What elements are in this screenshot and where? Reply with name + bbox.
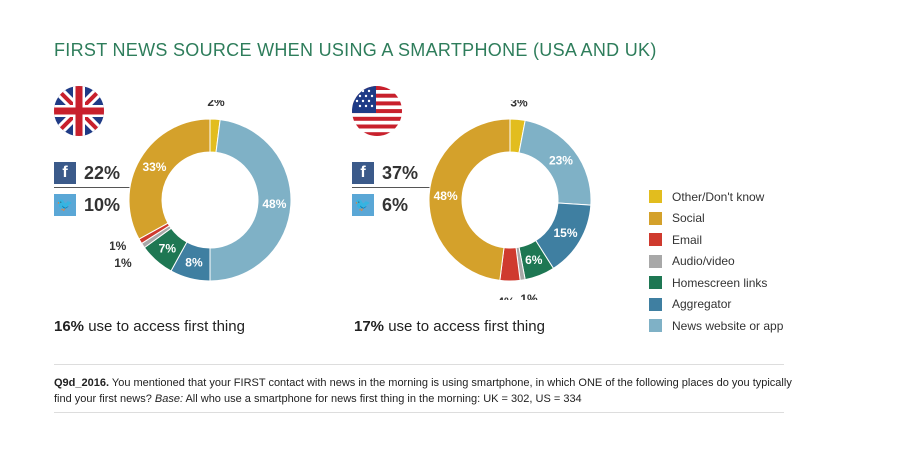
legend-item: Other/Don't know (649, 186, 783, 208)
twitter-icon: 🐦 (352, 194, 374, 216)
uk-donut-chart: 2% 48% 8% 7% 1% 1% 33% (110, 100, 292, 282)
legend-item: Social (649, 208, 783, 230)
uk-label-aggregator: 8% (185, 255, 203, 269)
us-facebook-row: f 37% (352, 162, 418, 184)
us-separator (352, 187, 452, 188)
us-label-aggregator: 15% (554, 226, 578, 240)
us-label-audio-video: 1% (520, 292, 538, 300)
legend-item: Aggregator (649, 294, 783, 316)
us-twitter-row: 🐦 6% (352, 194, 408, 216)
us-facebook-value: 37% (382, 162, 419, 183)
us-flag-icon (352, 86, 402, 136)
footnote: Q9d_2016. You mentioned that your FIRST … (54, 375, 794, 407)
legend-item: Homescreen links (649, 272, 783, 294)
facebook-icon: f (54, 162, 76, 184)
legend-label: Other/Don't know (672, 189, 765, 204)
footnote-question: You mentioned that your FIRST contact wi… (54, 377, 792, 405)
us-access-label: use to access first thing (388, 318, 545, 335)
us-twitter-value: 6% (382, 194, 409, 215)
chart-title: FIRST NEWS SOURCE WHEN USING A SMARTPHON… (54, 40, 657, 60)
legend-label: Email (672, 232, 703, 247)
uk-label-email: 1% (110, 239, 127, 253)
us-access-pct: 17% (354, 318, 385, 335)
legend-label: News website or app (672, 318, 784, 333)
legend-item: Email (649, 229, 783, 251)
legend-swatch (649, 211, 662, 225)
legend-label: Aggregator (672, 297, 732, 312)
uk-access-label: use to access first thing (88, 318, 245, 335)
uk-label-other-don-t-know: 2% (207, 100, 225, 109)
uk-facebook-value: 22% (84, 162, 121, 183)
uk-twitter-value: 10% (84, 194, 121, 215)
footnote-base-label: Base: (154, 393, 184, 405)
uk-separator (54, 187, 154, 188)
uk-label-social: 33% (142, 160, 166, 174)
legend-label: Homescreen links (672, 275, 768, 290)
uk-slice-social (128, 118, 211, 240)
footnote-base-text: All who use a smartphone for news first … (183, 393, 582, 405)
legend-swatch (649, 190, 662, 204)
us-label-homescreen-links: 6% (525, 253, 543, 267)
us-label-news-website-or-app: 23% (549, 153, 573, 167)
legend-item: News website or app (649, 315, 783, 337)
us-slice-social (428, 118, 511, 281)
uk-facebook-row: f 22% (54, 162, 120, 184)
uk-twitter-row: 🐦 10% (54, 194, 120, 216)
legend-label: Social (672, 211, 705, 226)
us-label-email: 4% (497, 295, 515, 300)
twitter-icon: 🐦 (54, 194, 76, 216)
us-label-social: 48% (434, 189, 458, 203)
uk-access-pct: 16% (54, 318, 85, 335)
us-label-other-don-t-know: 3% (510, 100, 528, 109)
uk-flag-icon (54, 86, 104, 136)
uk-label-audio-video: 1% (114, 256, 132, 270)
legend-item: Audio/video (649, 251, 783, 273)
facebook-icon: f (352, 162, 374, 184)
legend-swatch (649, 319, 662, 333)
footnote-qid: Q9d_2016. (54, 377, 110, 389)
legend-swatch (649, 276, 662, 290)
legend-label: Audio/video (672, 254, 735, 269)
uk-access-text: 16% use to access first thing (54, 318, 245, 335)
divider-bottom (54, 412, 784, 413)
divider-top (54, 364, 784, 365)
legend-swatch (649, 254, 662, 268)
uk-label-homescreen-links: 7% (159, 241, 177, 255)
uk-label-news-website-or-app: 48% (262, 197, 286, 211)
legend-swatch (649, 297, 662, 311)
legend-swatch (649, 233, 662, 247)
uk-slice-news-website-or-app (209, 119, 292, 282)
us-donut-chart: 3% 23% 15% 6% 1% 4% 48% (428, 100, 592, 300)
us-access-text: 17% use to access first thing (354, 318, 545, 335)
legend: Other/Don't know Social Email Audio/vide… (649, 186, 783, 337)
